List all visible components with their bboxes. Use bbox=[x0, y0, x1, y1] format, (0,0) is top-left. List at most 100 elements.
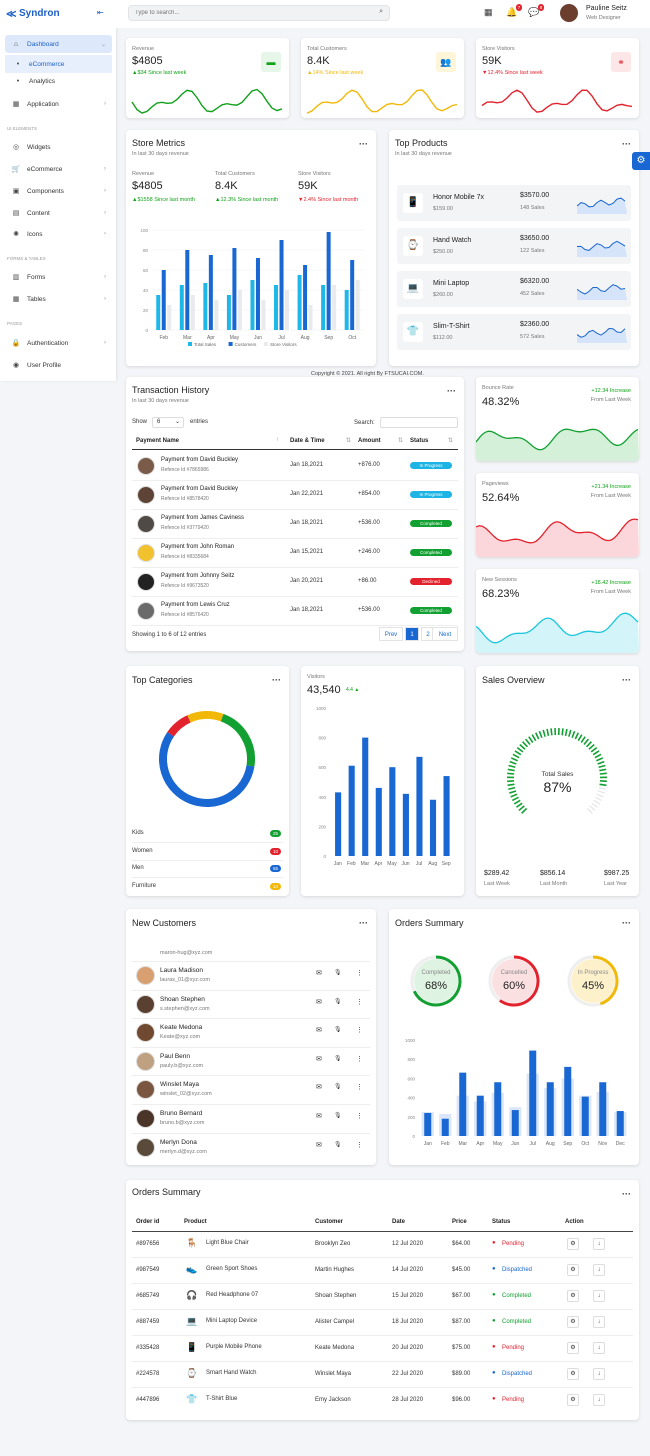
mail-icon[interactable]: ✉ bbox=[316, 998, 322, 1006]
download-button[interactable]: ↓ bbox=[593, 1368, 605, 1380]
sort-icon[interactable]: ↑ bbox=[276, 437, 279, 443]
sort-icon[interactable]: ⇅ bbox=[346, 438, 352, 444]
microphone-icon[interactable]: 🎙 bbox=[334, 1055, 342, 1062]
sidebar-item-forms[interactable]: ▥ Forms › bbox=[5, 268, 112, 286]
bell-icon[interactable]: 🔔 7 bbox=[506, 4, 523, 17]
sidebar-item-ecommerce[interactable]: • eCommerce bbox=[5, 55, 112, 73]
order-id[interactable]: #987549 bbox=[136, 1267, 160, 1273]
product-row[interactable]: 💻 Mini Laptop $260.00 $6320.00 452 Sales bbox=[397, 271, 631, 307]
microphone-icon[interactable]: 🎙 bbox=[334, 1084, 342, 1091]
payment-name[interactable]: Payment from David Buckley bbox=[161, 486, 239, 492]
microphone-icon[interactable]: 🎙 bbox=[334, 1141, 342, 1148]
settings-button[interactable]: ⚙ bbox=[567, 1342, 579, 1354]
more-vertical-icon[interactable]: ⋮ bbox=[356, 970, 363, 977]
more-vertical-icon[interactable]: ⋮ bbox=[356, 1084, 363, 1092]
customer-name[interactable]: Keate Medona bbox=[160, 1024, 203, 1032]
column-header[interactable]: Amount bbox=[358, 438, 381, 444]
page-button-1[interactable]: 1 bbox=[405, 627, 419, 641]
more-options-button[interactable]: ··· bbox=[622, 139, 631, 149]
sidebar-item-application[interactable]: ▦ Application › bbox=[5, 95, 112, 113]
product-row[interactable]: ⌚ Hand Watch $250.00 $3650.00 122 Sales bbox=[397, 228, 631, 264]
settings-button[interactable]: ⚙ bbox=[567, 1290, 579, 1302]
customer-name[interactable]: Paul Benn bbox=[160, 1052, 190, 1060]
mail-icon[interactable]: ✉ bbox=[316, 1084, 322, 1092]
sidebar-item-ecommerce[interactable]: 🛒 eCommerce › bbox=[5, 160, 112, 178]
more-options-button[interactable]: ··· bbox=[272, 675, 281, 685]
download-button[interactable]: ↓ bbox=[593, 1316, 605, 1328]
microphone-icon[interactable]: 🎙 bbox=[334, 970, 342, 976]
microphone-icon[interactable]: 🎙 bbox=[334, 998, 342, 1005]
column-header[interactable]: Status bbox=[410, 438, 429, 444]
download-button[interactable]: ↓ bbox=[593, 1290, 605, 1302]
download-button[interactable]: ↓ bbox=[593, 1238, 605, 1250]
microphone-icon[interactable]: 🎙 bbox=[334, 1027, 342, 1034]
payment-name[interactable]: Payment from Lewis Cruz bbox=[161, 602, 230, 608]
more-options-button[interactable]: ··· bbox=[622, 675, 631, 685]
customer-name[interactable]: Laura Madison bbox=[160, 967, 203, 974]
search-icon[interactable]: ⌕ bbox=[379, 8, 383, 15]
mail-icon[interactable]: ✉ bbox=[316, 970, 322, 977]
sidebar-item-icons[interactable]: ✺ Icons › bbox=[5, 225, 112, 243]
more-vertical-icon[interactable]: ⋮ bbox=[356, 1027, 363, 1035]
sidebar-item-user-profile[interactable]: ◉ User Profile bbox=[5, 356, 112, 374]
column-header[interactable]: Date & Time bbox=[290, 438, 325, 444]
settings-button[interactable]: ⚙ bbox=[567, 1238, 579, 1250]
message-icon[interactable]: 💬 8 bbox=[528, 4, 545, 17]
more-options-button[interactable]: ··· bbox=[359, 139, 368, 149]
entries-select[interactable]: 6 ⌄ bbox=[152, 417, 184, 428]
sort-icon[interactable]: ⇅ bbox=[448, 438, 454, 444]
order-id[interactable]: #224578 bbox=[136, 1371, 160, 1377]
payment-name[interactable]: Payment from Johnny Seitz bbox=[161, 573, 235, 579]
table-search-input[interactable] bbox=[380, 417, 458, 428]
settings-button[interactable]: ⚙ bbox=[567, 1316, 579, 1328]
apps-icon[interactable]: ▦ bbox=[484, 7, 493, 17]
order-id[interactable]: #887459 bbox=[136, 1319, 160, 1325]
more-vertical-icon[interactable]: ⋮ bbox=[356, 1055, 363, 1063]
sidebar-item-components[interactable]: ▣ Components › bbox=[5, 182, 112, 200]
user-avatar[interactable] bbox=[560, 4, 578, 22]
customer-name[interactable]: Bruno Bernard bbox=[160, 1110, 203, 1117]
customer-name[interactable]: Merlyn Dona bbox=[160, 1138, 197, 1146]
settings-button[interactable]: ⚙ bbox=[567, 1264, 579, 1276]
download-button[interactable]: ↓ bbox=[593, 1264, 605, 1276]
product-row[interactable]: 👕 Slim-T-Shirt $112.00 $2360.00 572 Sales bbox=[397, 314, 631, 350]
order-id[interactable]: #897656 bbox=[136, 1241, 160, 1247]
user-name[interactable]: Pauline Seitz bbox=[586, 5, 627, 12]
sidebar-item-content[interactable]: ▤ Content › bbox=[5, 204, 112, 222]
payment-name[interactable]: Payment from James Caviness bbox=[161, 515, 245, 521]
more-vertical-icon[interactable]: ⋮ bbox=[356, 1113, 363, 1120]
mail-icon[interactable]: ✉ bbox=[316, 1141, 322, 1149]
payment-name[interactable]: Payment from John Roman bbox=[161, 544, 235, 550]
order-id[interactable]: #685749 bbox=[136, 1293, 160, 1299]
mail-icon[interactable]: ✉ bbox=[316, 1055, 322, 1063]
microphone-icon[interactable]: 🎙 bbox=[334, 1113, 342, 1119]
sort-icon[interactable]: ⇅ bbox=[398, 438, 404, 444]
more-vertical-icon[interactable]: ⋮ bbox=[356, 998, 363, 1006]
more-options-button[interactable]: ··· bbox=[622, 918, 631, 928]
payment-name[interactable]: Payment from David Buckley bbox=[161, 457, 239, 463]
more-options-button[interactable]: ··· bbox=[447, 386, 456, 396]
download-button[interactable]: ↓ bbox=[593, 1342, 605, 1354]
order-id[interactable]: #335428 bbox=[136, 1345, 160, 1351]
sidebar-item-authentication[interactable]: 🔒 Authentication › bbox=[5, 334, 112, 352]
sidebar-toggle-button[interactable]: ⇤ bbox=[97, 8, 104, 17]
more-vertical-icon[interactable]: ⋮ bbox=[356, 1141, 363, 1149]
settings-fab-icon[interactable]: ⚙ bbox=[632, 152, 650, 170]
sidebar-item-analytics[interactable]: • Analytics bbox=[5, 72, 112, 90]
download-button[interactable]: ↓ bbox=[593, 1394, 605, 1406]
page-button-prev[interactable]: Prev bbox=[379, 627, 403, 641]
sidebar-item-widgets[interactable]: ◎ Widgets bbox=[5, 138, 112, 156]
more-options-button[interactable]: ··· bbox=[622, 1189, 631, 1199]
mail-icon[interactable]: ✉ bbox=[316, 1113, 322, 1120]
customer-name[interactable]: Winslet Maya bbox=[160, 1081, 200, 1089]
sidebar-item-tables[interactable]: ▦ Tables › bbox=[5, 290, 112, 308]
product-row[interactable]: 📱 Honor Mobile 7x $159.00 $3570.00 148 Sales bbox=[397, 185, 631, 221]
search-input[interactable] bbox=[129, 6, 369, 20]
sidebar-item-dashboard[interactable]: ⌂ Dashboard ⌄ bbox=[5, 35, 112, 53]
order-id[interactable]: #447896 bbox=[136, 1397, 160, 1403]
settings-button[interactable]: ⚙ bbox=[567, 1394, 579, 1406]
settings-button[interactable]: ⚙ bbox=[567, 1368, 579, 1380]
more-options-button[interactable]: ··· bbox=[359, 918, 368, 928]
page-button-next[interactable]: Next bbox=[432, 627, 458, 641]
customer-name[interactable]: Shoan Stephen bbox=[160, 995, 205, 1003]
